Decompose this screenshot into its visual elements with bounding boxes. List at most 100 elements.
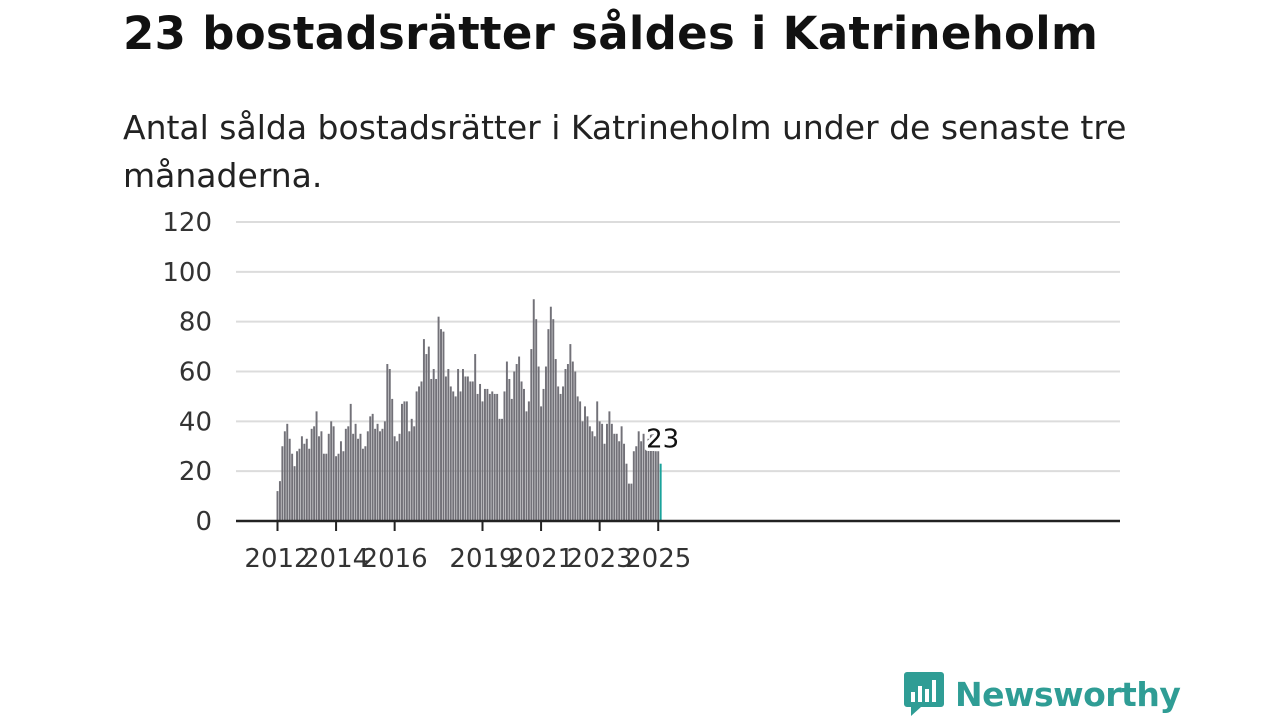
- bar: [322, 453, 325, 521]
- y-tick-label: 100: [162, 258, 212, 288]
- bar: [659, 463, 662, 521]
- last-value-annotation: 23: [643, 421, 683, 458]
- bar: [523, 388, 525, 521]
- bar: [640, 441, 643, 521]
- bar: [371, 413, 374, 521]
- x-tick-label: 2021: [508, 544, 574, 574]
- bar: [476, 393, 479, 521]
- bar: [403, 401, 406, 521]
- bar: [657, 451, 660, 521]
- bar: [605, 423, 608, 521]
- bar: [364, 446, 367, 521]
- bar: [347, 426, 350, 521]
- bar: [501, 418, 504, 521]
- bar: [586, 416, 589, 521]
- bar: [474, 354, 477, 521]
- newsworthy-logo: Newsworthy: [903, 670, 1181, 718]
- bar: [574, 371, 577, 521]
- bar: [527, 401, 530, 521]
- bar: [620, 426, 623, 521]
- bar: [584, 406, 586, 521]
- bar: [618, 441, 621, 521]
- bar: [278, 481, 281, 521]
- bar: [652, 433, 655, 521]
- bar: [432, 369, 435, 521]
- bar: [381, 428, 384, 521]
- bar: [479, 383, 482, 521]
- bar: [493, 393, 496, 521]
- x-tick-label: 2023: [567, 544, 633, 574]
- bar: [352, 433, 355, 521]
- bar: [510, 398, 513, 521]
- bar: [452, 391, 455, 521]
- bar: [630, 483, 633, 521]
- bar: [532, 299, 535, 521]
- bar: [535, 319, 538, 521]
- bar: [579, 401, 582, 521]
- bar: [542, 388, 545, 521]
- bar: [488, 393, 491, 521]
- bar: [310, 428, 313, 521]
- bar: [457, 369, 460, 521]
- bar: [437, 316, 440, 521]
- bar: [374, 428, 377, 521]
- bar: [598, 421, 601, 521]
- x-tick-label: 2014: [303, 544, 369, 574]
- bar: [483, 388, 486, 521]
- bar: [486, 388, 489, 521]
- bar: [464, 376, 467, 521]
- bar: [571, 361, 574, 521]
- bar: [591, 431, 594, 521]
- bar: [503, 391, 506, 521]
- bar: [303, 443, 306, 521]
- chart-title: 23 bostadsrätter såldes i Katrineholm: [123, 7, 1099, 60]
- bar: [369, 416, 372, 521]
- bar: [635, 446, 638, 521]
- bar: [339, 441, 342, 521]
- bar: [325, 453, 328, 521]
- bar: [305, 438, 308, 521]
- bar: [293, 466, 296, 521]
- bar: [425, 354, 428, 521]
- bar: [554, 359, 557, 521]
- bar: [413, 426, 416, 521]
- y-tick-label: 0: [195, 507, 212, 537]
- bar: [330, 421, 333, 521]
- bar: [410, 418, 413, 521]
- y-tick-label: 20: [179, 457, 212, 487]
- bar: [286, 423, 289, 521]
- bar: [588, 426, 591, 521]
- bar: [335, 456, 338, 521]
- y-tick-label: 80: [179, 308, 212, 338]
- bar: [466, 376, 469, 521]
- chart-subtitle: Antal sålda bostadsrätter i Katrineholm …: [123, 108, 1127, 195]
- bar: [449, 386, 452, 521]
- bar: [481, 401, 484, 521]
- bar: [601, 423, 604, 521]
- bar: [491, 391, 494, 521]
- bar: [313, 426, 316, 521]
- bar: [540, 406, 543, 521]
- bar: [276, 491, 279, 521]
- bar: [320, 431, 323, 521]
- bar: [654, 451, 657, 521]
- y-tick-label: 120: [162, 208, 212, 238]
- bar: [396, 441, 399, 521]
- bar: [537, 366, 540, 521]
- bar: [344, 428, 347, 521]
- y-axis-ticks: 0 20 40 60 80 100 120: [162, 208, 212, 537]
- bar: [300, 436, 303, 521]
- bar: [383, 421, 386, 521]
- bar: [649, 428, 652, 521]
- x-tick-label: 2019: [449, 544, 515, 574]
- bar: [625, 463, 628, 521]
- bar: [444, 376, 447, 521]
- bar: [393, 436, 396, 521]
- bar: [361, 448, 364, 521]
- bar: [405, 401, 408, 521]
- bar: [359, 433, 362, 521]
- bar: [642, 433, 645, 521]
- bar: [549, 306, 552, 521]
